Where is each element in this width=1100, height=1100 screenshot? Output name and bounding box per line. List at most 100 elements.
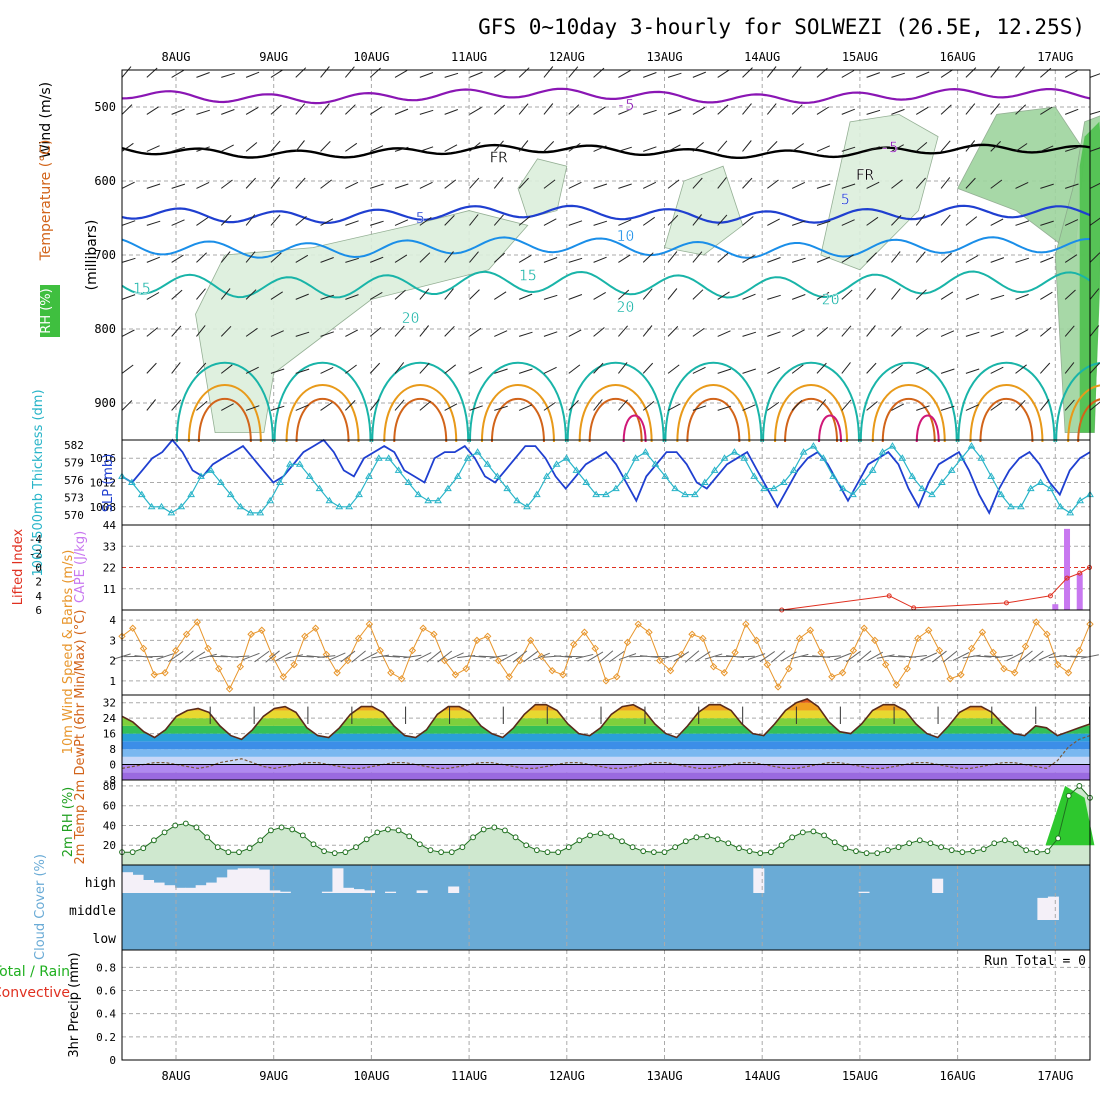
- wind-barb: [245, 71, 260, 78]
- wind-barb: [568, 257, 583, 263]
- diurnal-temp-loop: [468, 361, 567, 443]
- temp-tick-label: 8: [109, 743, 116, 756]
- wind-barb: [469, 214, 479, 226]
- wind-barb: [1064, 108, 1079, 115]
- wind-barb: [295, 177, 306, 189]
- thickness-tick-label: 582: [64, 439, 84, 452]
- thickness-tick-label: 579: [64, 457, 84, 470]
- wind-barb: [916, 405, 930, 411]
- wind-barb: [643, 146, 657, 152]
- rh-marker: [310, 841, 317, 848]
- wind-barb: [593, 362, 604, 374]
- thickness-marker: [918, 484, 926, 492]
- wind-speed-marker: [967, 644, 976, 653]
- wind-barb: [568, 294, 583, 300]
- wind-barb: [866, 216, 879, 226]
- wind-barb: [940, 140, 951, 152]
- y-tick-label: 900: [94, 396, 116, 410]
- wind-barb: [841, 254, 854, 263]
- wind-speed-marker: [354, 634, 363, 643]
- wind-barb: [121, 142, 134, 152]
- wind-barb: [642, 362, 654, 374]
- wind-barb: [444, 109, 458, 115]
- wind-barb: [940, 405, 955, 411]
- wind-10m-barb: [618, 653, 637, 661]
- contour-label: 20: [616, 298, 634, 316]
- wind-barb: [965, 255, 979, 263]
- wind-barb: [866, 72, 880, 78]
- wind-barb: [345, 329, 359, 337]
- rh-shading: [195, 210, 529, 434]
- wind-speed-marker: [451, 671, 460, 679]
- thickness-marker: [562, 454, 571, 461]
- thickness-marker: [651, 460, 660, 467]
- wind-barb: [692, 405, 707, 411]
- cloud-high-bar: [206, 882, 218, 893]
- wind-barb: [270, 177, 280, 189]
- wind-barb: [543, 179, 556, 189]
- thickness-marker: [453, 472, 462, 479]
- wind-barb: [270, 291, 283, 300]
- rh-marker: [874, 850, 881, 857]
- wind-barb: [171, 254, 184, 263]
- wind-barb: [940, 330, 955, 337]
- temp-colour-band: [122, 764, 1090, 773]
- wind-barb: [692, 71, 706, 78]
- temp-colour-band: [122, 733, 1090, 742]
- wind-barb: [1015, 143, 1028, 152]
- diurnal-temp-loop: [490, 398, 545, 443]
- precip-3hr-panel: 0 0.2 0.4 0.6 0.8 Run Total = 0 3hr Precip (mm…: [0, 949, 1091, 1067]
- wind-barb: [419, 216, 432, 226]
- wind-speed-marker: [570, 640, 578, 649]
- wind-barb: [469, 142, 481, 152]
- thickness-marker: [404, 478, 413, 485]
- thickness-marker: [977, 454, 986, 461]
- y-tick-label: 600: [94, 174, 116, 188]
- wind-speed-marker: [774, 683, 782, 691]
- rh-marker: [448, 849, 455, 856]
- li-ylabel: Lifted Index: [11, 528, 26, 605]
- temp-tick-label: 24: [103, 712, 117, 725]
- contour-label: 15: [133, 279, 151, 297]
- wind-barb: [1040, 291, 1053, 300]
- wind-barb: [1089, 325, 1100, 337]
- wind-barb: [171, 108, 185, 115]
- dewpoint-series-line: [121, 735, 1091, 770]
- wind-speed-marker: [688, 630, 696, 638]
- upper-air-panel: -5 FR FR -5 5 5 10 15 15 20 20 20 500 600 700 800 900: [94, 66, 1100, 443]
- wind-barb: [394, 289, 406, 300]
- wind-barb: [245, 251, 256, 263]
- thickness-marker: [710, 466, 719, 473]
- wind-10m-barb: [512, 650, 528, 663]
- cloud-high-bar: [258, 869, 270, 893]
- thickness-marker: [621, 472, 630, 479]
- wind-speed-marker: [1054, 660, 1062, 669]
- li-tick-label: -2: [29, 547, 42, 560]
- wind-barb: [369, 291, 383, 300]
- wind-barb: [1040, 327, 1052, 337]
- li-marker: [1003, 600, 1009, 606]
- rh-marker: [1023, 847, 1030, 854]
- wind-barb: [196, 288, 206, 300]
- rh-marker: [884, 847, 891, 854]
- wind-barb: [568, 181, 582, 189]
- wind-10m-barb: [1028, 650, 1044, 663]
- wind-barb: [345, 400, 356, 411]
- wind-barb: [816, 67, 828, 78]
- wind-barb: [568, 220, 583, 226]
- rh-marker: [640, 848, 647, 855]
- wind-barb: [990, 218, 1004, 226]
- wind-barb: [742, 140, 752, 152]
- rh-marker: [193, 824, 200, 831]
- wind-barb: [1015, 104, 1027, 115]
- wind-barb: [940, 368, 955, 374]
- wind-barb: [220, 325, 232, 337]
- li-tick-label: 4: [35, 590, 42, 603]
- thickness-marker: [631, 454, 640, 461]
- wind-barb: [1015, 257, 1030, 263]
- cloud-level-label: low: [93, 932, 117, 947]
- diurnal-temp-loop: [175, 361, 274, 443]
- rh-marker: [597, 830, 604, 837]
- cloud-high-bar: [385, 891, 397, 893]
- precip-total-label: Total / Rain: [0, 964, 70, 980]
